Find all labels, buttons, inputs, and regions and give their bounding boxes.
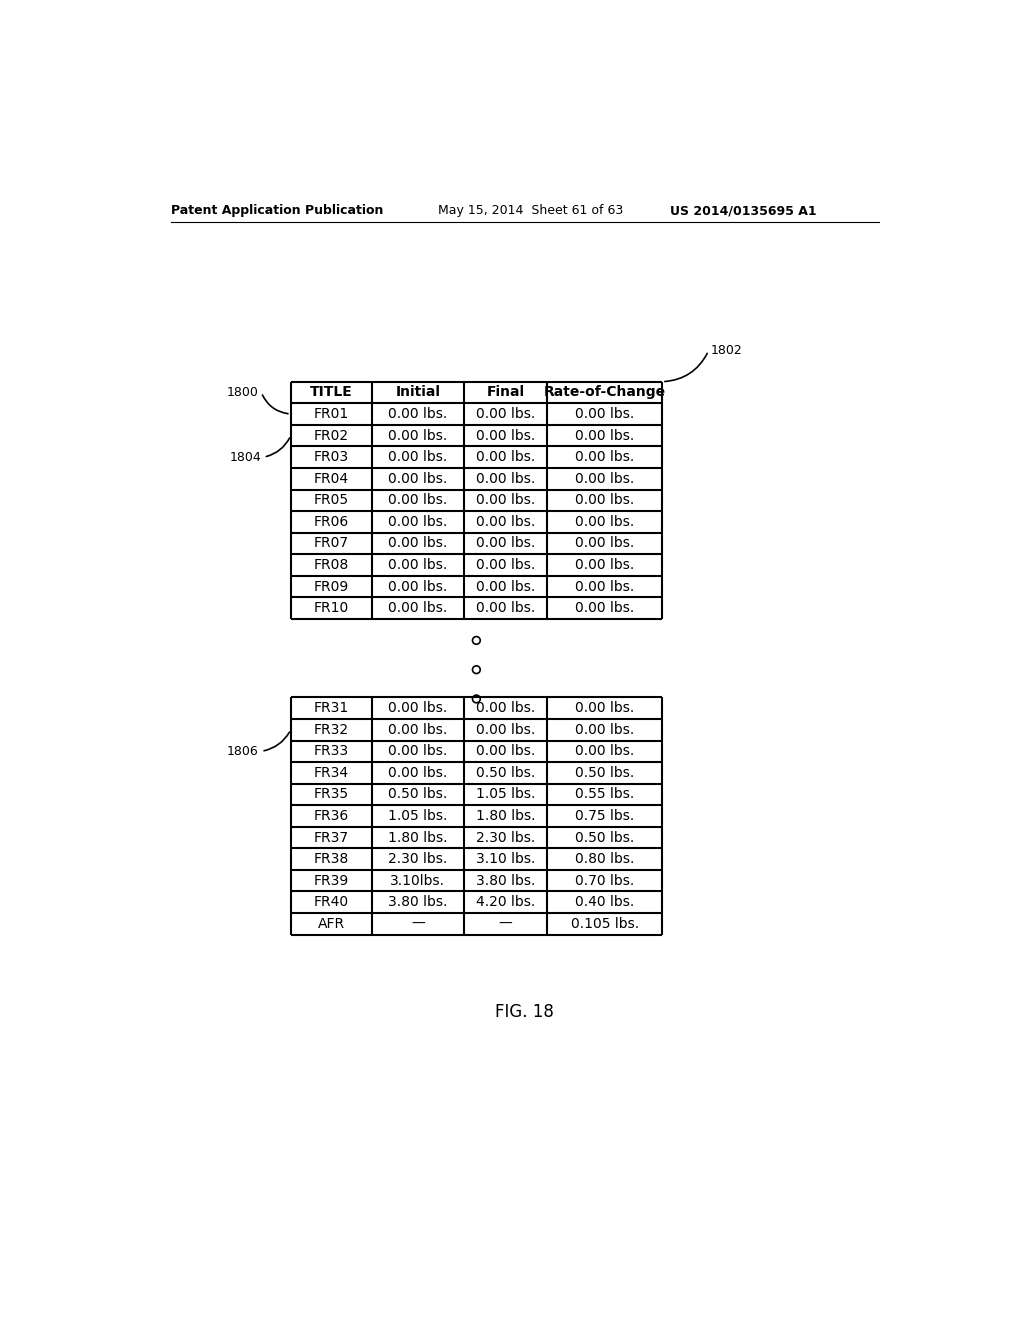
Text: 0.00 lbs.: 0.00 lbs. xyxy=(575,429,634,442)
Text: 0.00 lbs.: 0.00 lbs. xyxy=(575,701,634,715)
Text: 2.30 lbs.: 2.30 lbs. xyxy=(388,853,447,866)
Text: 3.80 lbs.: 3.80 lbs. xyxy=(476,874,536,887)
Text: 0.00 lbs.: 0.00 lbs. xyxy=(476,471,536,486)
Text: 0.00 lbs.: 0.00 lbs. xyxy=(388,429,447,442)
Text: 1806: 1806 xyxy=(226,744,258,758)
Text: 1.05 lbs.: 1.05 lbs. xyxy=(388,809,447,822)
Text: 0.50 lbs.: 0.50 lbs. xyxy=(388,788,447,801)
Text: 0.00 lbs.: 0.00 lbs. xyxy=(575,723,634,737)
Text: 1.05 lbs.: 1.05 lbs. xyxy=(476,788,536,801)
Text: US 2014/0135695 A1: US 2014/0135695 A1 xyxy=(671,205,817,218)
Text: FR37: FR37 xyxy=(314,830,349,845)
Text: 0.00 lbs.: 0.00 lbs. xyxy=(388,536,447,550)
Text: 0.00 lbs.: 0.00 lbs. xyxy=(575,450,634,465)
Text: 0.70 lbs.: 0.70 lbs. xyxy=(575,874,634,887)
Text: 0.00 lbs.: 0.00 lbs. xyxy=(388,766,447,780)
Text: Final: Final xyxy=(486,385,524,400)
Text: 0.00 lbs.: 0.00 lbs. xyxy=(476,536,536,550)
Text: 0.00 lbs.: 0.00 lbs. xyxy=(388,450,447,465)
Text: FR10: FR10 xyxy=(313,601,349,615)
Text: 0.00 lbs.: 0.00 lbs. xyxy=(575,558,634,572)
Text: FR09: FR09 xyxy=(313,579,349,594)
Text: 0.00 lbs.: 0.00 lbs. xyxy=(575,471,634,486)
Text: 0.105 lbs.: 0.105 lbs. xyxy=(570,917,639,931)
Text: Rate-of-Change: Rate-of-Change xyxy=(544,385,666,400)
Text: 0.00 lbs.: 0.00 lbs. xyxy=(575,579,634,594)
Text: 0.00 lbs.: 0.00 lbs. xyxy=(388,407,447,421)
Text: 0.50 lbs.: 0.50 lbs. xyxy=(575,830,634,845)
Text: FR31: FR31 xyxy=(313,701,349,715)
Text: 0.00 lbs.: 0.00 lbs. xyxy=(388,471,447,486)
Text: 0.00 lbs.: 0.00 lbs. xyxy=(388,515,447,529)
Text: 0.00 lbs.: 0.00 lbs. xyxy=(476,450,536,465)
Text: 0.00 lbs.: 0.00 lbs. xyxy=(476,429,536,442)
Text: 0.00 lbs.: 0.00 lbs. xyxy=(476,744,536,758)
Text: FR02: FR02 xyxy=(314,429,349,442)
Text: 0.00 lbs.: 0.00 lbs. xyxy=(476,723,536,737)
Text: 2.30 lbs.: 2.30 lbs. xyxy=(476,830,536,845)
Text: 0.80 lbs.: 0.80 lbs. xyxy=(574,853,634,866)
Text: 0.00 lbs.: 0.00 lbs. xyxy=(388,744,447,758)
Text: 1804: 1804 xyxy=(229,450,261,463)
Text: FR04: FR04 xyxy=(314,471,349,486)
Text: 0.00 lbs.: 0.00 lbs. xyxy=(575,407,634,421)
Text: 0.75 lbs.: 0.75 lbs. xyxy=(575,809,634,822)
Text: 3.10lbs.: 3.10lbs. xyxy=(390,874,445,887)
Text: FR39: FR39 xyxy=(313,874,349,887)
Text: TITLE: TITLE xyxy=(310,385,353,400)
Text: 0.00 lbs.: 0.00 lbs. xyxy=(575,601,634,615)
Text: 0.00 lbs.: 0.00 lbs. xyxy=(476,701,536,715)
Text: 0.00 lbs.: 0.00 lbs. xyxy=(476,494,536,507)
Text: 0.50 lbs.: 0.50 lbs. xyxy=(476,766,536,780)
Text: 0.00 lbs.: 0.00 lbs. xyxy=(476,515,536,529)
Text: 0.00 lbs.: 0.00 lbs. xyxy=(388,579,447,594)
Text: FR01: FR01 xyxy=(313,407,349,421)
Text: FR32: FR32 xyxy=(314,723,349,737)
Text: 0.00 lbs.: 0.00 lbs. xyxy=(388,494,447,507)
Text: FR03: FR03 xyxy=(314,450,349,465)
Text: 3.10 lbs.: 3.10 lbs. xyxy=(476,853,536,866)
Text: FR06: FR06 xyxy=(313,515,349,529)
Text: —: — xyxy=(411,917,425,931)
Text: FR35: FR35 xyxy=(314,788,349,801)
Text: 0.00 lbs.: 0.00 lbs. xyxy=(476,601,536,615)
Text: 0.00 lbs.: 0.00 lbs. xyxy=(476,407,536,421)
Text: FR05: FR05 xyxy=(314,494,349,507)
Text: —: — xyxy=(499,917,512,931)
Text: 0.00 lbs.: 0.00 lbs. xyxy=(575,744,634,758)
Text: 1802: 1802 xyxy=(711,345,742,358)
Text: May 15, 2014  Sheet 61 of 63: May 15, 2014 Sheet 61 of 63 xyxy=(438,205,624,218)
Text: 0.00 lbs.: 0.00 lbs. xyxy=(388,601,447,615)
Text: 0.50 lbs.: 0.50 lbs. xyxy=(575,766,634,780)
Text: 3.80 lbs.: 3.80 lbs. xyxy=(388,895,447,909)
Text: FIG. 18: FIG. 18 xyxy=(496,1003,554,1020)
Text: 4.20 lbs.: 4.20 lbs. xyxy=(476,895,536,909)
Text: 0.00 lbs.: 0.00 lbs. xyxy=(575,536,634,550)
Text: 1800: 1800 xyxy=(226,385,258,399)
Text: 0.00 lbs.: 0.00 lbs. xyxy=(476,579,536,594)
Text: 0.00 lbs.: 0.00 lbs. xyxy=(388,701,447,715)
Text: 0.00 lbs.: 0.00 lbs. xyxy=(388,723,447,737)
Text: Initial: Initial xyxy=(395,385,440,400)
Text: FR34: FR34 xyxy=(314,766,349,780)
Text: FR36: FR36 xyxy=(313,809,349,822)
Text: 0.55 lbs.: 0.55 lbs. xyxy=(575,788,634,801)
Text: FR07: FR07 xyxy=(314,536,349,550)
Text: FR38: FR38 xyxy=(313,853,349,866)
Text: 0.40 lbs.: 0.40 lbs. xyxy=(575,895,634,909)
Text: 1.80 lbs.: 1.80 lbs. xyxy=(388,830,447,845)
Text: AFR: AFR xyxy=(317,917,345,931)
Text: 1.80 lbs.: 1.80 lbs. xyxy=(476,809,536,822)
Text: 0.00 lbs.: 0.00 lbs. xyxy=(388,558,447,572)
Text: 0.00 lbs.: 0.00 lbs. xyxy=(575,494,634,507)
Text: 0.00 lbs.: 0.00 lbs. xyxy=(575,515,634,529)
Text: FR33: FR33 xyxy=(314,744,349,758)
Text: Patent Application Publication: Patent Application Publication xyxy=(171,205,383,218)
Text: FR08: FR08 xyxy=(313,558,349,572)
Text: 0.00 lbs.: 0.00 lbs. xyxy=(476,558,536,572)
Text: FR40: FR40 xyxy=(314,895,349,909)
